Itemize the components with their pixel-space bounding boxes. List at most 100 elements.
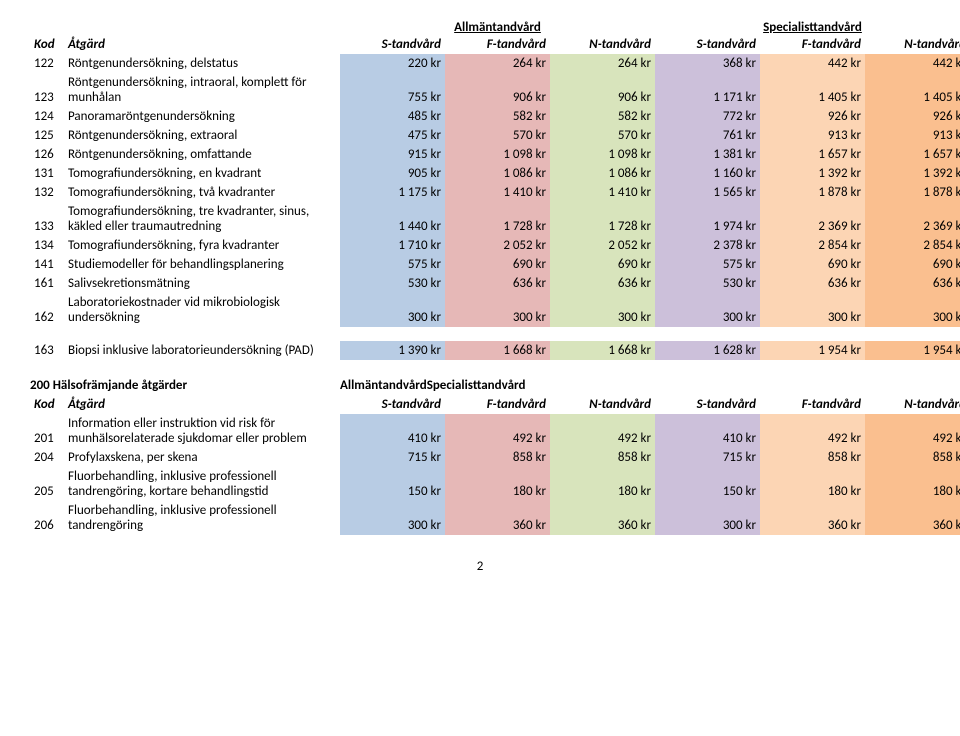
cell-val: 1 175 kr xyxy=(340,183,445,202)
col-f-spec: F-tandvård xyxy=(760,35,865,54)
cell-val: 492 kr xyxy=(865,414,960,448)
cell-val: 300 kr xyxy=(865,293,960,327)
col-s-allman: S-tandvård xyxy=(340,395,445,414)
cell-val: 690 kr xyxy=(760,255,865,274)
cell-val: 2 854 kr xyxy=(760,236,865,255)
cell-val: 582 kr xyxy=(550,107,655,126)
cell-val: 575 kr xyxy=(340,255,445,274)
table-header-row: Kod Åtgärd S-tandvård F-tandvård N-tandv… xyxy=(30,35,960,54)
cell-val: 1 392 kr xyxy=(760,164,865,183)
cell-kod: 133 xyxy=(30,202,64,236)
section-200-code: 200 xyxy=(30,378,50,393)
cell-val: 360 kr xyxy=(760,501,865,535)
table-row: 123Röntgenundersökning, intraoral, kompl… xyxy=(30,73,960,107)
cell-val: 1 954 kr xyxy=(760,341,865,360)
table-row: 125Röntgenundersökning, extraoral475 kr5… xyxy=(30,126,960,145)
cell-val: 220 kr xyxy=(340,54,445,73)
cell-val: 1 878 kr xyxy=(865,183,960,202)
cell-kod: 161 xyxy=(30,274,64,293)
cell-atgard: Fluorbehandling, inklusive professionell… xyxy=(64,467,340,501)
table-row: 133Tomografiundersökning, tre kvadranter… xyxy=(30,202,960,236)
cell-atgard: Röntgenundersökning, delstatus xyxy=(64,54,340,73)
cell-val: 570 kr xyxy=(445,126,550,145)
cell-val: 690 kr xyxy=(550,255,655,274)
cell-val: 582 kr xyxy=(445,107,550,126)
cell-kod: 163 xyxy=(30,341,64,360)
table-row: 141Studiemodeller för behandlingsplaneri… xyxy=(30,255,960,274)
cell-val: 858 kr xyxy=(550,448,655,467)
group-header-special: Specialisttandvård xyxy=(427,378,526,393)
col-n-allman: N-tandvård xyxy=(550,35,655,54)
cell-val: 858 kr xyxy=(865,448,960,467)
price-table-1-continued: 163 Biopsi inklusive laboratorieundersök… xyxy=(30,341,960,360)
cell-val: 1 710 kr xyxy=(340,236,445,255)
cell-val: 1 410 kr xyxy=(550,183,655,202)
cell-val: 410 kr xyxy=(340,414,445,448)
col-kod: Kod xyxy=(30,395,64,414)
cell-atgard: Röntgenundersökning, extraoral xyxy=(64,126,340,145)
cell-atgard: Tomografiundersökning, tre kvadranter, s… xyxy=(64,202,340,236)
cell-kod: 134 xyxy=(30,236,64,255)
cell-val: 715 kr xyxy=(655,448,760,467)
cell-val: 636 kr xyxy=(445,274,550,293)
cell-val: 264 kr xyxy=(550,54,655,73)
cell-val: 690 kr xyxy=(865,255,960,274)
cell-val: 636 kr xyxy=(760,274,865,293)
cell-val: 755 kr xyxy=(340,73,445,107)
table-row: 201Information eller instruktion vid ris… xyxy=(30,414,960,448)
table-row: 134Tomografiundersökning, fyra kvadrante… xyxy=(30,236,960,255)
cell-val: 858 kr xyxy=(445,448,550,467)
cell-atgard: Tomografiundersökning, en kvadrant xyxy=(64,164,340,183)
cell-val: 410 kr xyxy=(655,414,760,448)
cell-val: 1 410 kr xyxy=(445,183,550,202)
cell-val: 1 405 kr xyxy=(760,73,865,107)
cell-val: 300 kr xyxy=(655,501,760,535)
table-row: 205Fluorbehandling, inklusive profession… xyxy=(30,467,960,501)
table-header-row: Kod Åtgärd S-tandvård F-tandvård N-tandv… xyxy=(30,395,960,414)
cell-kod: 126 xyxy=(30,145,64,164)
cell-val: 2 854 kr xyxy=(865,236,960,255)
cell-val: 761 kr xyxy=(655,126,760,145)
table-row: 163 Biopsi inklusive laboratorieundersök… xyxy=(30,341,960,360)
cell-kod: 123 xyxy=(30,73,64,107)
cell-val: 772 kr xyxy=(655,107,760,126)
cell-val: 300 kr xyxy=(550,293,655,327)
cell-val: 180 kr xyxy=(865,467,960,501)
cell-val: 1 160 kr xyxy=(655,164,760,183)
cell-val: 1 086 kr xyxy=(445,164,550,183)
table-row: 132Tomografiundersökning, två kvadranter… xyxy=(30,183,960,202)
cell-val: 530 kr xyxy=(655,274,760,293)
cell-val: 360 kr xyxy=(445,501,550,535)
cell-kod: 131 xyxy=(30,164,64,183)
cell-val: 715 kr xyxy=(340,448,445,467)
cell-val: 1 098 kr xyxy=(550,145,655,164)
cell-kod: 205 xyxy=(30,467,64,501)
cell-val: 180 kr xyxy=(550,467,655,501)
cell-val: 690 kr xyxy=(445,255,550,274)
cell-atgard: Salivsekretionsmätning xyxy=(64,274,340,293)
group-header-allman: Allmäntandvård xyxy=(340,20,655,35)
cell-val: 300 kr xyxy=(760,293,865,327)
cell-val: 858 kr xyxy=(760,448,865,467)
table-row: 204Profylaxskena, per skena715 kr858 kr8… xyxy=(30,448,960,467)
cell-val: 300 kr xyxy=(340,293,445,327)
cell-val: 1 171 kr xyxy=(655,73,760,107)
price-table-1: Kod Åtgärd S-tandvård F-tandvård N-tandv… xyxy=(30,35,960,327)
cell-val: 360 kr xyxy=(865,501,960,535)
cell-val: 915 kr xyxy=(340,145,445,164)
cell-val: 492 kr xyxy=(445,414,550,448)
col-s-spec: S-tandvård xyxy=(655,35,760,54)
cell-val: 150 kr xyxy=(655,467,760,501)
cell-val: 636 kr xyxy=(550,274,655,293)
col-atgard: Åtgärd xyxy=(64,35,340,54)
cell-val: 1 657 kr xyxy=(760,145,865,164)
cell-val: 1 440 kr xyxy=(340,202,445,236)
page-number: 2 xyxy=(30,559,930,574)
cell-val: 1 668 kr xyxy=(445,341,550,360)
col-f-allman: F-tandvård xyxy=(445,35,550,54)
cell-val: 300 kr xyxy=(445,293,550,327)
col-s-spec: S-tandvård xyxy=(655,395,760,414)
cell-val: 1 628 kr xyxy=(655,341,760,360)
cell-kod: 201 xyxy=(30,414,64,448)
cell-kod: 141 xyxy=(30,255,64,274)
